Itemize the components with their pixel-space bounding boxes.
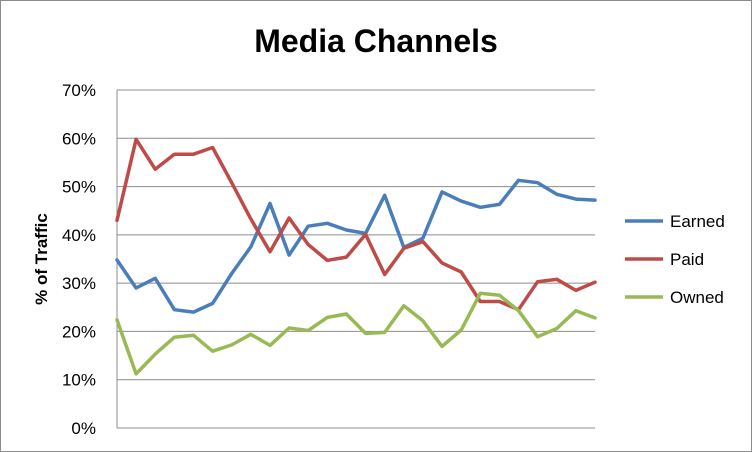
legend-label-paid: Paid — [670, 250, 704, 269]
y-tick-label: 0% — [71, 419, 96, 438]
series-line-owned — [115, 291, 597, 376]
y-tick-label: 50% — [62, 178, 96, 197]
legend-label-earned: Earned — [670, 212, 725, 231]
legend-label-owned: Owned — [670, 288, 724, 307]
y-axis-ticks: 0% 10% 20% 30% 40% 50% 60% 70% — [62, 81, 96, 438]
y-tick-label: 40% — [62, 226, 96, 245]
gridlines — [116, 89, 595, 429]
chart-title: Media Channels — [254, 23, 498, 59]
y-tick-label: 70% — [62, 81, 96, 100]
legend: Earned Paid Owned — [625, 212, 725, 307]
y-tick-label: 20% — [62, 322, 96, 341]
series-line-paid — [115, 137, 597, 312]
y-axis-label: % of Traffic — [32, 213, 51, 305]
series-lines — [115, 137, 597, 376]
y-tick-label: 10% — [62, 371, 96, 390]
y-tick-label: 60% — [62, 129, 96, 148]
y-tick-label: 30% — [62, 274, 96, 293]
series-line-earned — [115, 178, 597, 314]
